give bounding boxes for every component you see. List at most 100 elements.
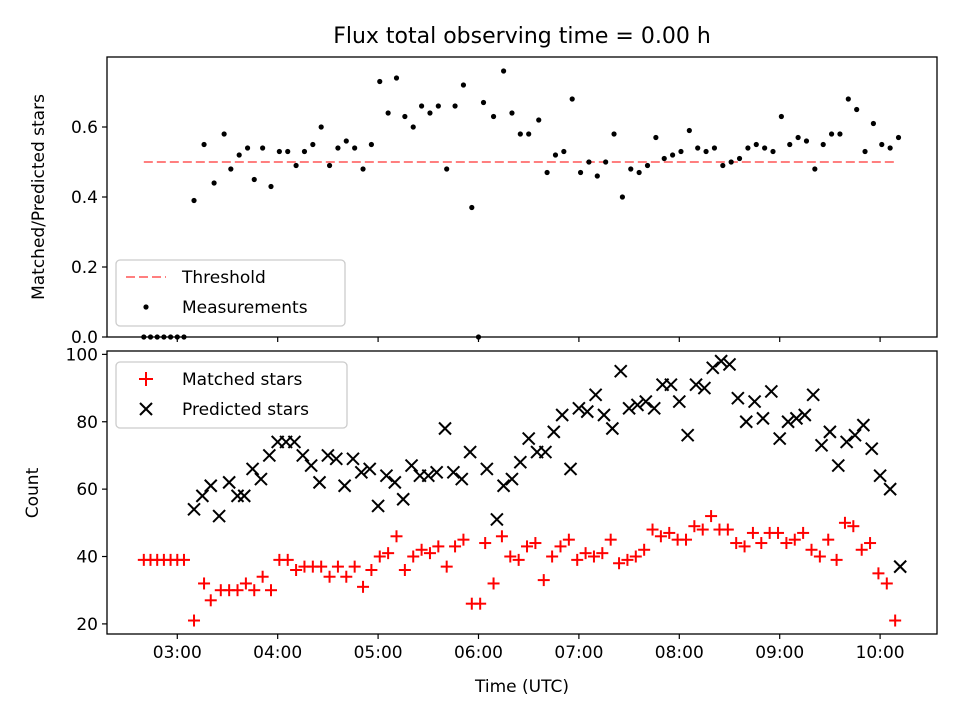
x-stroke-b <box>438 421 452 436</box>
top-legend: Threshold Measurements <box>115 259 346 327</box>
predicted-stars-point <box>580 404 594 419</box>
measurement-point <box>736 155 743 162</box>
predicted-stars-point <box>563 462 578 476</box>
matched-stars-point <box>738 540 751 553</box>
matched-stars-point <box>838 516 851 529</box>
x-tick-label: 09:00 <box>755 643 804 663</box>
predicted-stars-point <box>614 364 628 378</box>
matched-stars-point <box>537 574 550 587</box>
predicted-stars-point <box>490 512 504 527</box>
measurement-point <box>594 173 600 179</box>
measurement-point <box>711 145 718 151</box>
measurement-point <box>393 75 400 81</box>
x-stroke-b <box>722 357 737 372</box>
predicted-stars-point <box>672 394 687 409</box>
top-y-axis-label: Matched/Predicted stars <box>29 94 49 300</box>
y-tick-label: 60 <box>76 480 98 500</box>
matched-stars-point <box>529 537 542 550</box>
measurement-point <box>260 145 266 151</box>
x-stroke-b <box>222 475 236 490</box>
measurement-point <box>352 145 358 151</box>
measurement-point <box>887 145 893 151</box>
measurement-point <box>611 131 617 137</box>
matched-stars-point <box>571 553 584 566</box>
legend-predicted-label: Predicted stars <box>182 400 309 420</box>
matched-stars-point <box>880 577 893 590</box>
predicted-stars-point <box>379 468 394 483</box>
measurement-point <box>678 148 684 155</box>
predicted-stars-point <box>856 418 871 432</box>
measurement-point <box>418 103 425 109</box>
chart-title: Flux total observing time = 0.00 h <box>333 24 711 49</box>
x-stroke-b <box>212 509 226 523</box>
matched-stars-point <box>373 550 386 563</box>
predicted-stars-point <box>647 401 661 415</box>
x-stroke-b <box>814 438 829 453</box>
predicted-stars-point <box>429 465 444 479</box>
measurement-point <box>385 110 391 116</box>
x-stroke-b <box>865 441 879 456</box>
measurement-point <box>377 78 383 85</box>
x-stroke-b <box>388 475 402 490</box>
matched-stars-point <box>721 523 734 536</box>
predicted-stars-point <box>304 458 318 473</box>
matched-stars-point <box>204 594 217 607</box>
x-stroke-b <box>421 468 435 483</box>
x-stroke-b <box>463 445 477 459</box>
matched-stars-point <box>407 550 420 563</box>
matched-stars-point <box>864 537 877 550</box>
bottom-y-axis-label: Count <box>23 467 43 518</box>
measurement-point <box>301 148 308 155</box>
matched-stars-point <box>847 520 860 533</box>
predicted-stars-point <box>873 468 887 483</box>
x-tick-label: 03:00 <box>153 643 202 663</box>
measurement-point <box>753 141 759 148</box>
measurement-point <box>480 99 487 106</box>
matched-stars-point <box>889 614 902 627</box>
measurement-point <box>770 148 776 155</box>
predicted-stars-point <box>245 462 260 476</box>
predicted-stars-point <box>262 448 277 463</box>
y-tick-label: 0.4 <box>71 188 98 208</box>
matched-stars-point <box>613 557 626 570</box>
matched-stars-point <box>398 563 411 576</box>
matched-stars-point <box>315 560 328 573</box>
predicted-stars-point <box>839 435 854 449</box>
predicted-stars-point <box>438 421 452 436</box>
x-stroke-b <box>490 512 504 527</box>
x-stroke-b <box>547 425 561 439</box>
x-stroke-b <box>505 472 519 486</box>
measurement-point <box>360 166 366 172</box>
predicted-stars-point <box>222 475 236 490</box>
matched-stars-point <box>788 533 801 546</box>
x-stroke-b <box>689 377 703 392</box>
matched-stars-point <box>780 537 793 550</box>
predicted-stars-point <box>865 441 879 456</box>
measurement-point <box>221 131 227 137</box>
matched-stars-point <box>638 543 651 556</box>
x-stroke-b <box>580 404 594 419</box>
predicted-stars-point <box>597 408 611 422</box>
x-stroke-b <box>321 448 335 463</box>
x-stroke-b <box>714 354 728 368</box>
x-stroke-b <box>823 425 837 439</box>
predicted-stars-point <box>630 398 645 412</box>
measurement-point <box>837 131 843 137</box>
x-tick-label: 08:00 <box>655 643 704 663</box>
x-stroke-b <box>806 388 820 402</box>
x-stroke-b <box>839 435 854 449</box>
matched-stars-point <box>177 553 190 566</box>
x-stroke-b <box>538 445 553 459</box>
matched-stars-point <box>654 530 667 543</box>
measurement-point <box>318 124 324 130</box>
x-stroke-b <box>312 475 327 490</box>
measurement-point <box>703 148 709 155</box>
x-stroke-b <box>204 479 218 493</box>
predicted-stars-point <box>722 357 737 372</box>
measurement-point <box>509 110 515 116</box>
predicted-stars-point <box>538 445 553 459</box>
predicted-stars-point <box>321 448 335 463</box>
x-stroke-b <box>496 479 511 493</box>
predicted-stars-point <box>714 354 728 368</box>
x-tick-label: 06:00 <box>454 643 503 663</box>
